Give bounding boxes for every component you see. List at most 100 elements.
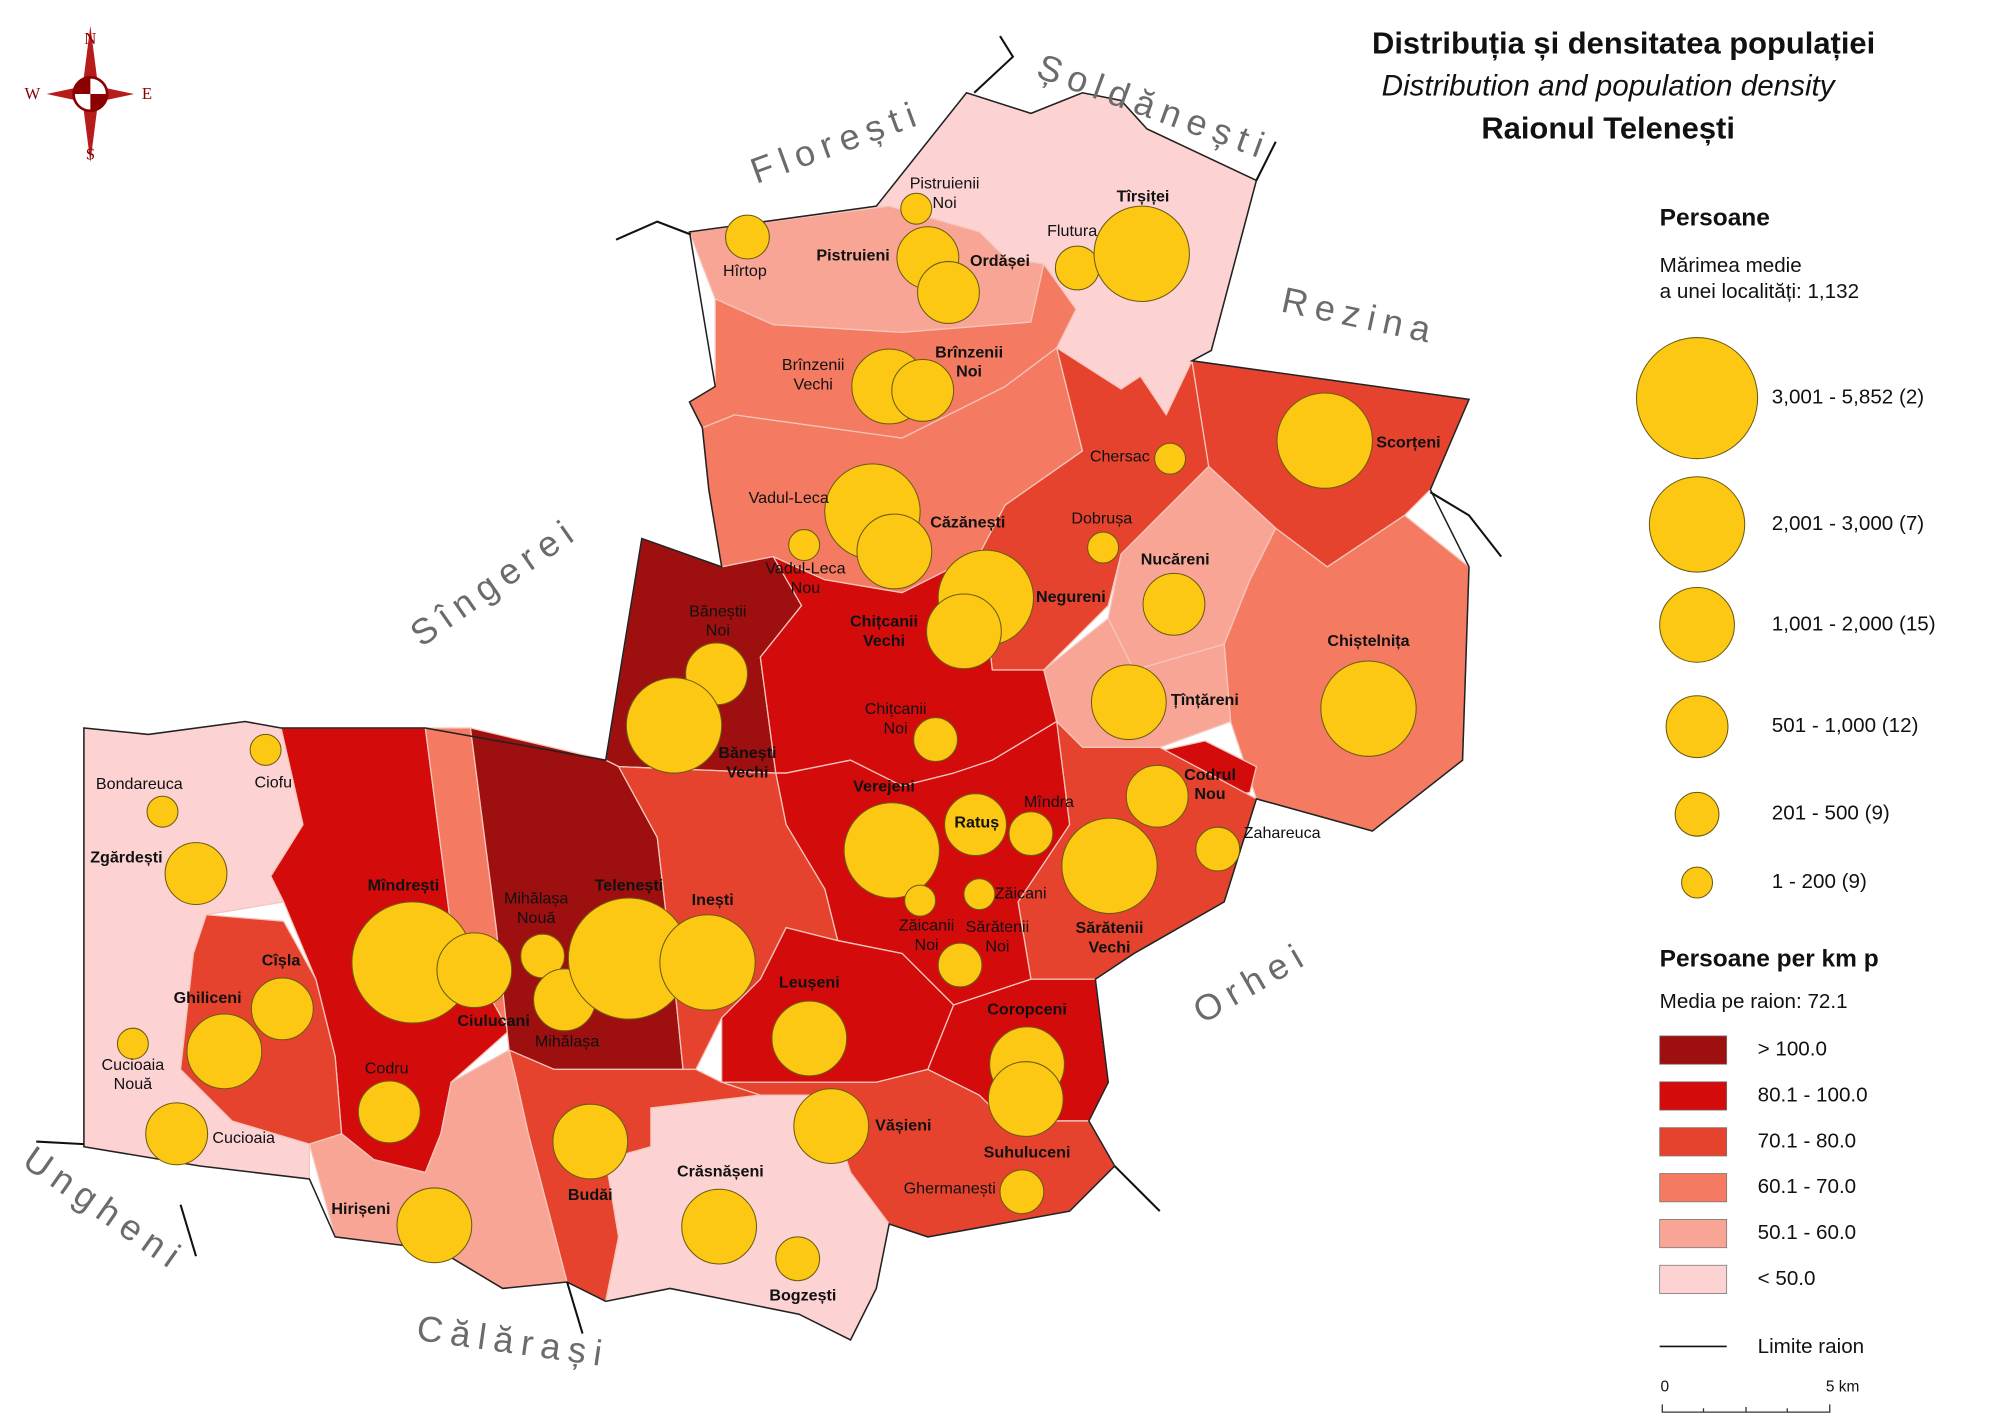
locality-label: Bondareuca — [96, 775, 183, 793]
locality-label: Vechi — [793, 375, 832, 393]
labels: Hîrtop Pistruienii Noi Pistruieni Ordășei Flu… — [90, 174, 1440, 1304]
locality-label: Budăi — [568, 1186, 613, 1204]
border-line — [179, 1204, 197, 1257]
locality-label: Mîndra — [1024, 793, 1074, 811]
locality-label: Pistruieni — [816, 247, 889, 265]
locality-label: Nou — [1194, 785, 1225, 803]
locality-label: Noi — [914, 936, 938, 954]
locality-circle — [116, 1027, 149, 1060]
legend-note: Mărimea medie — [1660, 254, 1802, 277]
border-line — [1255, 141, 1277, 181]
locality-label: Noi — [884, 720, 908, 738]
legend: Persoane Mărimea medie a unei localități… — [1635, 205, 1936, 1413]
locality-circle — [186, 1013, 263, 1090]
locality-circle — [357, 1080, 421, 1144]
subtitle: Distribution and population density — [1382, 69, 1837, 102]
legend-circle — [1635, 337, 1759, 460]
compass-w: W — [24, 84, 40, 103]
locality-circle — [1093, 205, 1190, 303]
locality-circle — [937, 942, 983, 988]
locality-label: Ciulucani — [457, 1012, 529, 1030]
locality-circle — [1054, 245, 1100, 291]
locality-label: Inești — [692, 891, 734, 909]
locality-label: Leușeni — [779, 973, 840, 991]
locality-label: Chițcanii — [850, 613, 918, 631]
locality-circle — [987, 1061, 1064, 1137]
locality-circle — [1195, 826, 1241, 872]
locality-label: Vadul-Leca — [765, 560, 845, 578]
locality-circle — [1276, 392, 1373, 489]
border-line — [615, 220, 692, 241]
locality-circle — [145, 1102, 209, 1166]
locality-label: Cucioaia — [212, 1129, 275, 1147]
locality-circle — [436, 932, 513, 1009]
locality-circle — [963, 878, 996, 911]
locality-label: Pistruienii — [910, 174, 980, 192]
locality-circle — [913, 717, 958, 762]
locality-circle — [552, 1103, 629, 1180]
locality-label: Flutura — [1047, 222, 1097, 240]
locality-label: Bănești — [718, 744, 776, 762]
legend-label: 3,001 - 5,852 (2) — [1772, 386, 1924, 409]
locality-circle — [926, 593, 1002, 670]
locality-circle — [396, 1187, 473, 1264]
locality-circle — [1008, 811, 1054, 857]
locality-circle — [625, 677, 723, 774]
legend-label: 201 - 500 (9) — [1772, 802, 1890, 825]
locality-circle — [1320, 660, 1417, 757]
locality-label: Noi — [706, 622, 730, 640]
locality-label: Hîrtop — [723, 262, 767, 280]
locality-label: Ratuș — [954, 814, 999, 832]
legend-note: Media pe raion: 72.1 — [1660, 990, 1848, 1013]
locality-circle — [944, 793, 1007, 857]
locality-label: Vechi — [726, 763, 768, 781]
locality-label: Țînțăreni — [1171, 691, 1239, 709]
locality-circle — [891, 358, 955, 422]
locality-circle — [793, 1088, 870, 1164]
locality-label: Noi — [956, 363, 982, 381]
border-line — [1429, 491, 1503, 558]
locality-label: Negureni — [1036, 588, 1106, 606]
legend-label: 60.1 - 70.0 — [1758, 1175, 1857, 1198]
legend-label: 1 - 200 (9) — [1772, 870, 1867, 893]
legend-label: < 50.0 — [1758, 1267, 1816, 1290]
locality-circle — [250, 977, 314, 1041]
legend-circle — [1665, 695, 1729, 759]
bubbles — [116, 192, 1417, 1282]
locality-label: Nucăreni — [1141, 551, 1210, 569]
legend-label: 50.1 - 60.0 — [1758, 1221, 1857, 1244]
locality-circle — [788, 529, 821, 561]
locality-circle — [1154, 442, 1187, 475]
locality-label: Tîrșiței — [1117, 187, 1170, 205]
locality-label: Mihălașa — [535, 1033, 599, 1051]
outer-borders — [36, 35, 1503, 1334]
compass-quarter — [73, 77, 108, 111]
locality-label: Chersac — [1090, 448, 1150, 466]
locality-circle — [164, 842, 228, 906]
locality-label: Codru — [365, 1060, 409, 1078]
legend-label: > 100.0 — [1758, 1038, 1827, 1061]
scale-label: 5 km — [1826, 1379, 1860, 1396]
locality-label: Scorțeni — [1376, 433, 1440, 451]
locality-label: Zăicanii — [899, 917, 954, 935]
locality-circle — [999, 1169, 1045, 1215]
locality-circle — [659, 914, 756, 1011]
legend-label: 2,001 - 3,000 (7) — [1772, 512, 1924, 535]
locality-label: Sărătenii — [966, 918, 1030, 936]
locality-label: Telenești — [595, 877, 664, 895]
locality-circle — [1142, 572, 1206, 636]
legend-swatch — [1659, 1264, 1728, 1294]
locality-label: Coropceni — [987, 1000, 1067, 1018]
locality-label: Zahareuca — [1244, 824, 1321, 842]
locality-label: Nouă — [114, 1075, 153, 1093]
locality-label: Verejeni — [853, 777, 915, 795]
locality-label: Vadul-Leca — [749, 489, 829, 507]
legend-swatch — [1659, 1081, 1728, 1111]
locality-label: Ghermanești — [904, 1179, 996, 1197]
locality-circle — [1087, 531, 1120, 564]
locality-label: Chițcanii — [865, 700, 927, 718]
border-line — [36, 1140, 84, 1146]
